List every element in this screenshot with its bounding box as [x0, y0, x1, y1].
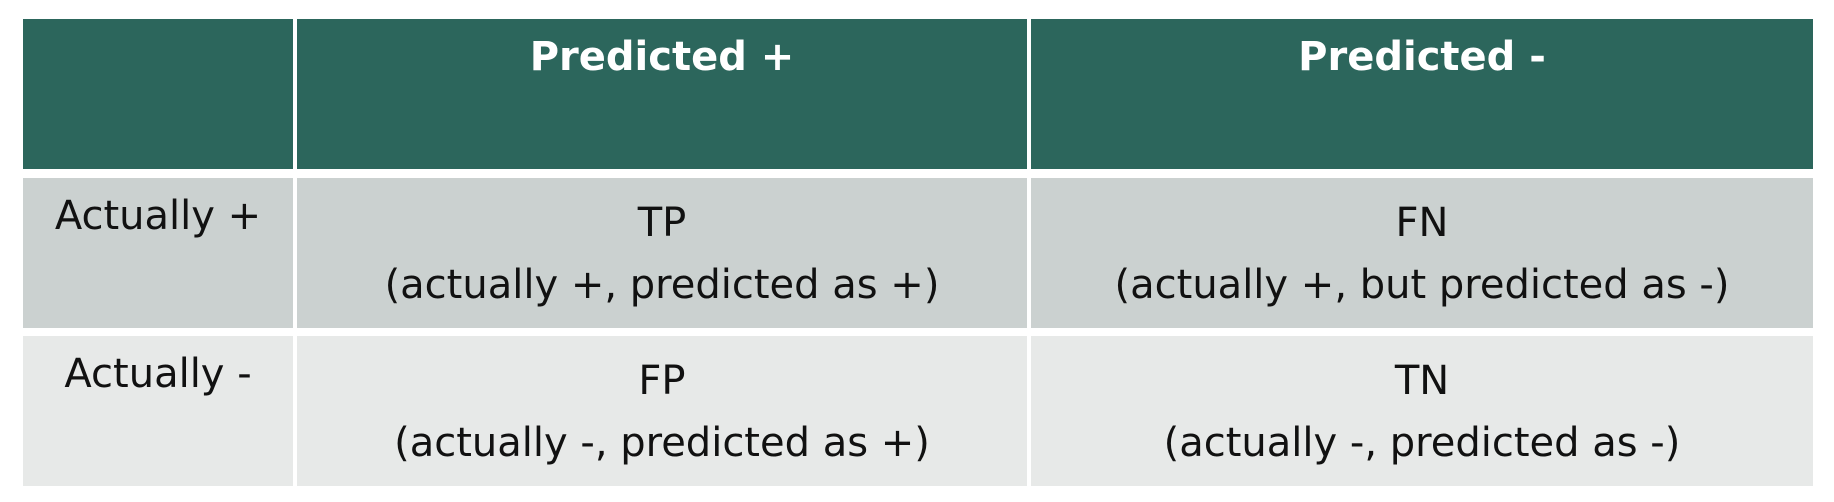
cell-true-positive: TP (actually +, predicted as +): [297, 177, 1027, 328]
cell-abbreviation: TP: [637, 199, 687, 246]
row-header-actually-positive: Actually +: [23, 177, 293, 328]
column-header-predicted-positive: Predicted +: [297, 19, 1027, 169]
cell-description: (actually +, predicted as +): [384, 261, 940, 308]
column-header-predicted-negative: Predicted -: [1031, 19, 1813, 169]
row-header-actually-negative: Actually -: [23, 336, 293, 486]
cell-description: (actually -, predicted as -): [1163, 420, 1681, 466]
cell-abbreviation: TN: [1394, 358, 1450, 404]
cell-abbreviation: FP: [638, 358, 686, 404]
confusion-matrix-table: Predicted + Predicted - Actually + TP (a…: [23, 19, 1813, 486]
cell-abbreviation: FN: [1395, 199, 1449, 246]
cell-false-negative: FN (actually +, but predicted as -): [1031, 177, 1813, 328]
corner-cell: [23, 19, 293, 169]
cell-false-positive: FP (actually -, predicted as +): [297, 336, 1027, 486]
cell-description: (actually +, but predicted as -): [1114, 261, 1730, 308]
cell-true-negative: TN (actually -, predicted as -): [1031, 336, 1813, 486]
cell-description: (actually -, predicted as +): [394, 420, 930, 466]
